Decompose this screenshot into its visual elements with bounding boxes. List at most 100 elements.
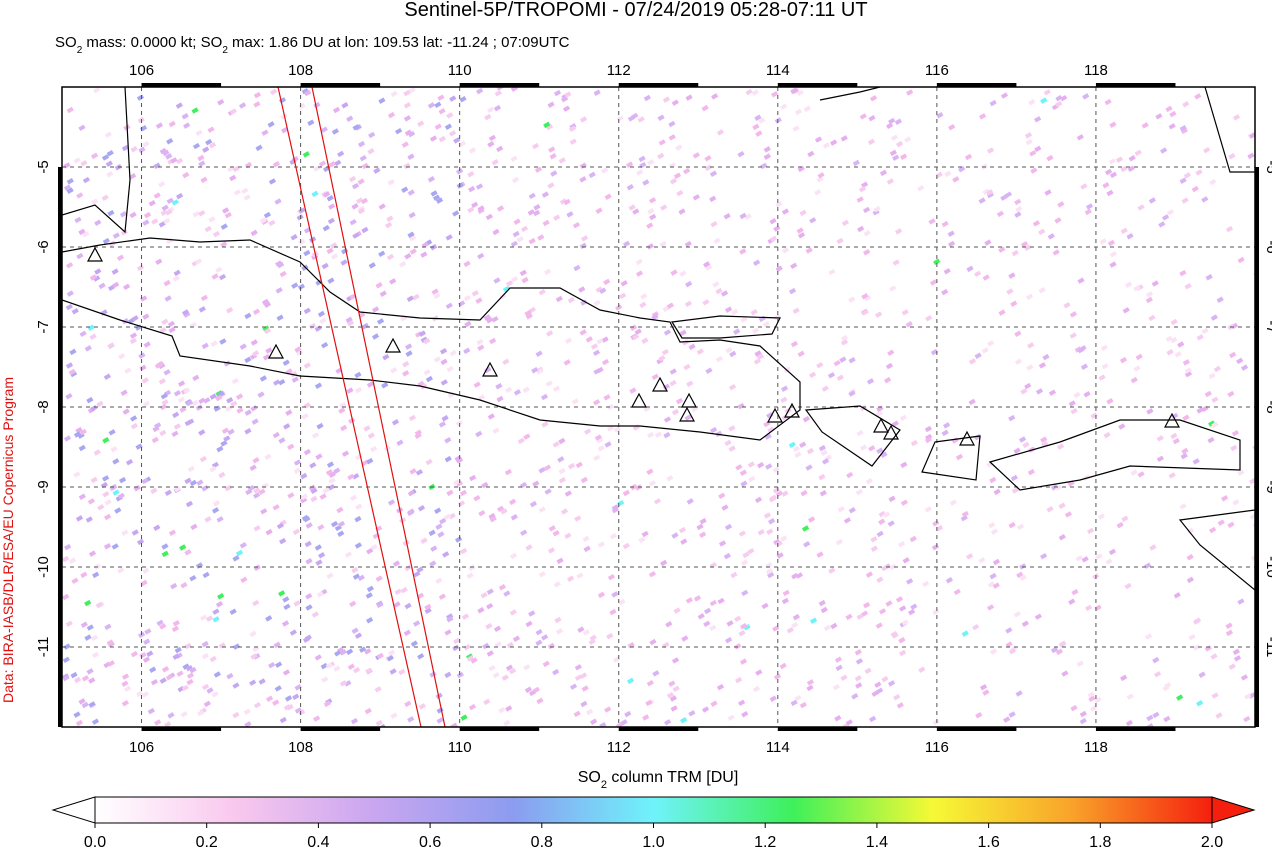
so2-pixel — [797, 350, 805, 358]
so2-pixel — [889, 149, 897, 157]
so2-pixel — [223, 360, 231, 367]
so2-pixel — [179, 406, 187, 413]
so2-pixel — [429, 671, 437, 678]
so2-pixel — [836, 237, 844, 245]
so2-pixel — [1207, 436, 1215, 444]
so2-pixel — [88, 677, 96, 684]
so2-pixel — [71, 577, 79, 585]
so2-pixel — [809, 217, 817, 224]
so2-pixel — [704, 155, 712, 162]
so2-pixel — [103, 513, 112, 521]
so2-pixel — [215, 266, 223, 274]
so2-pixel — [814, 189, 822, 196]
so2-pixel — [799, 441, 807, 448]
so2-pixel — [775, 201, 783, 208]
so2-pixel — [192, 142, 201, 150]
so2-pixel — [611, 504, 619, 511]
so2-pixel — [66, 106, 74, 114]
so2-pixel — [801, 525, 810, 532]
so2-pixel — [354, 386, 363, 394]
so2-pixel — [245, 488, 253, 496]
so2-pixel — [854, 649, 862, 656]
so2-pixel — [216, 445, 224, 453]
so2-pixel — [389, 668, 397, 675]
so2-pixel — [873, 205, 881, 213]
so2-pixel — [201, 342, 209, 350]
so2-pixel — [830, 622, 838, 630]
so2-pixel — [211, 691, 219, 698]
frame-tick — [777, 727, 858, 731]
so2-pixel — [889, 285, 897, 292]
so2-pixel — [151, 218, 159, 225]
so2-pixel — [724, 439, 732, 447]
so2-pixel — [262, 325, 270, 332]
so2-pixel — [314, 544, 322, 551]
so2-pixel — [425, 458, 433, 466]
so2-pixel — [161, 318, 169, 326]
so2-pixel — [712, 281, 720, 288]
so2-pixel — [1043, 89, 1051, 96]
so2-pixel — [471, 201, 479, 209]
so2-pixel — [705, 367, 713, 374]
so2-pixel — [1106, 398, 1114, 405]
so2-pixel — [394, 127, 403, 135]
so2-pixel — [982, 274, 990, 281]
so2-pixel — [253, 101, 261, 108]
so2-pixel — [301, 88, 309, 95]
lon-tick-label: 110 — [448, 62, 472, 79]
so2-pixel — [765, 568, 774, 575]
so2-pixel — [638, 536, 646, 544]
so2-pixel — [272, 699, 280, 706]
so2-pixel — [1115, 156, 1124, 163]
so2-pixel — [734, 643, 742, 650]
so2-pixel — [172, 275, 180, 282]
so2-pixel — [505, 386, 513, 394]
so2-pixel — [167, 320, 176, 328]
so2-pixel — [1144, 562, 1152, 569]
so2-pixel — [525, 313, 533, 320]
so2-pixel — [781, 490, 789, 497]
so2-pixel — [452, 644, 460, 652]
so2-pixel — [795, 572, 803, 579]
so2-pixel — [555, 295, 563, 303]
so2-pixel — [143, 211, 152, 219]
so2-pixel — [928, 218, 936, 225]
so2-pixel — [773, 313, 781, 321]
so2-pixel — [855, 658, 864, 665]
so2-pixel — [568, 125, 577, 133]
so2-pixel — [1024, 382, 1032, 390]
so2-pixel — [1047, 233, 1055, 240]
so2-pixel — [799, 209, 807, 217]
so2-pixel — [101, 194, 109, 201]
so2-pixel — [294, 707, 303, 714]
so2-pixel — [170, 582, 178, 590]
so2-pixel — [637, 116, 645, 123]
lat-tick-label: -7 — [35, 320, 52, 333]
so2-pixel — [797, 165, 805, 173]
so2-pixel — [942, 422, 951, 429]
so2-pixel — [477, 394, 486, 401]
so2-pixel — [765, 562, 773, 569]
so2-pixel — [816, 551, 824, 558]
so2-pixel — [179, 544, 187, 551]
colorbar-tick-label: 1.0 — [642, 834, 664, 851]
so2-pixel — [440, 358, 448, 366]
so2-pixel — [409, 234, 417, 242]
so2-pixel — [958, 165, 966, 173]
lat-tick-label: -5 — [1263, 160, 1272, 173]
so2-pixel — [463, 644, 471, 651]
so2-pixel — [1038, 287, 1046, 294]
so2-pixel — [241, 187, 249, 195]
so2-pixel — [549, 153, 557, 160]
so2-pixel — [978, 197, 986, 204]
so2-pixel — [393, 601, 401, 608]
so2-pixel — [1125, 719, 1134, 727]
so2-pixel — [738, 630, 746, 637]
credit: Data: BIRA-IASB/DLR/ESA/EU Copernicus Pr… — [0, 377, 16, 703]
so2-pixel — [809, 617, 818, 624]
so2-pixel — [933, 258, 941, 266]
so2-pixel — [511, 275, 519, 283]
so2-pixel — [1027, 468, 1035, 476]
so2-pixel — [403, 89, 411, 97]
so2-pixel — [209, 393, 217, 400]
